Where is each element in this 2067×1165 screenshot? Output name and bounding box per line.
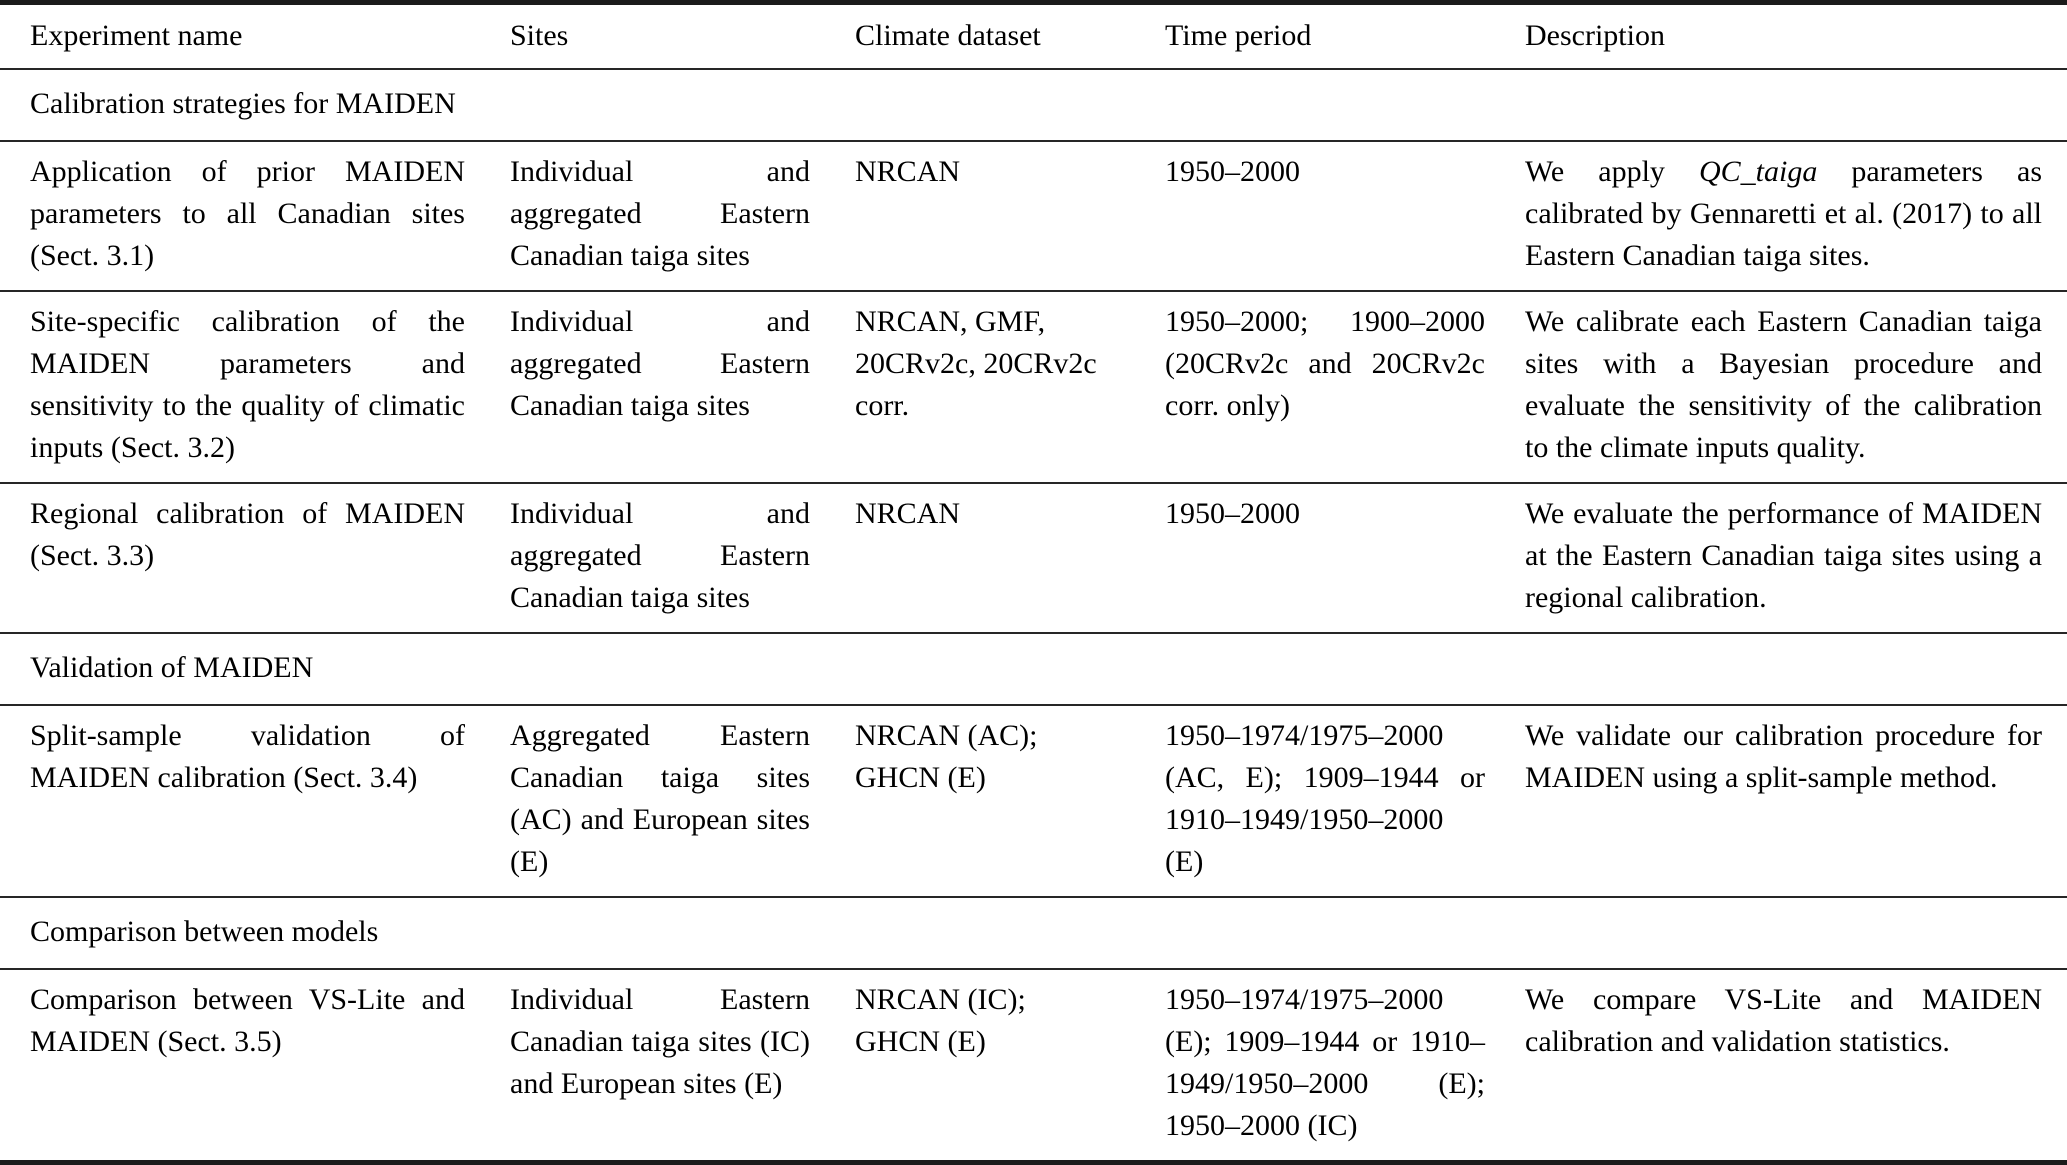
- cell-experiment-name: Regional calibration of MAIDEN (Sect. 3.…: [30, 497, 465, 572]
- cell-experiment-name: Split-sample validation of MAIDEN calibr…: [30, 719, 465, 794]
- cell-climate-dataset: NRCAN (IC); GHCN (E): [855, 983, 1026, 1058]
- cell-time-period: 1950–2000: [1165, 155, 1300, 188]
- section-header-calibration: Calibration strategies for MAIDEN: [30, 87, 456, 120]
- cell-time-period: 1950–1974/1975–2000 (AC, E); 1909–1944 o…: [1165, 719, 1485, 878]
- cell-sites: Individual and aggregated Eastern Canadi…: [510, 155, 810, 272]
- table-row-vslite-maiden-comparison: Comparison between VS-Lite and MAIDEN (S…: [0, 969, 2067, 1160]
- cell-description: We compare VS-Lite and MAIDEN calibratio…: [1525, 983, 2042, 1058]
- cell-experiment-name: Application of prior MAIDEN parameters t…: [30, 155, 465, 272]
- cell-time-period: 1950–1974/1975–2000 (E); 1909–1944 or 19…: [1165, 983, 1485, 1142]
- cell-sites: Individual and aggregated Eastern Canadi…: [510, 497, 810, 614]
- table-row-split-sample-validation: Split-sample validation of MAIDEN calibr…: [0, 705, 2067, 897]
- cell-description: We calibrate each Eastern Canadian taiga…: [1525, 305, 2042, 464]
- table-row-site-specific-calibration: Site-specific calibration of the MAIDEN …: [0, 291, 2067, 483]
- col-header-time-period: Time period: [1165, 19, 1312, 52]
- col-header-sites: Sites: [510, 19, 569, 52]
- experiments-table-grid: Experiment name Sites Climate dataset Ti…: [0, 5, 2067, 1160]
- table-header-row: Experiment name Sites Climate dataset Ti…: [0, 5, 2067, 69]
- cell-description: We validate our calibration procedure fo…: [1525, 719, 2042, 794]
- description-text: We apply: [1525, 155, 1699, 188]
- cell-description: We apply QC_taiga parameters as calibrat…: [1525, 141, 2067, 291]
- cell-description: We evaluate the performance of MAIDEN at…: [1525, 497, 2042, 614]
- section-header-comparison: Comparison between models: [30, 915, 379, 948]
- cell-climate-dataset: NRCAN, GMF, 20CRv2c, 20CRv2c corr.: [855, 305, 1097, 422]
- cell-time-period: 1950–2000; 1900–2000 (20CRv2c and 20CRv2…: [1165, 305, 1485, 422]
- cell-sites: Individual and aggregated Eastern Canadi…: [510, 305, 810, 422]
- col-header-description: Description: [1525, 19, 1665, 52]
- cell-climate-dataset: NRCAN (AC); GHCN (E): [855, 719, 1038, 794]
- section-header-validation: Validation of MAIDEN: [30, 651, 314, 684]
- description-italic-term: QC_taiga: [1698, 155, 1818, 188]
- description-text: parameters as calibrated by Gennaretti e…: [1525, 155, 2042, 272]
- section-row-comparison: Comparison between models: [0, 897, 2067, 969]
- section-row-calibration: Calibration strategies for MAIDEN: [0, 69, 2067, 141]
- cell-sites: Aggregated Eastern Canadian taiga sites …: [510, 719, 810, 878]
- table-row-prior-parameters: Application of prior MAIDEN parameters t…: [0, 141, 2067, 291]
- cell-experiment-name: Comparison between VS-Lite and MAIDEN (S…: [30, 983, 465, 1058]
- table-row-regional-calibration: Regional calibration of MAIDEN (Sect. 3.…: [0, 483, 2067, 633]
- cell-time-period: 1950–2000: [1165, 497, 1300, 530]
- section-row-validation: Validation of MAIDEN: [0, 633, 2067, 705]
- col-header-climate-dataset: Climate dataset: [855, 19, 1041, 52]
- cell-climate-dataset: NRCAN: [855, 155, 961, 188]
- col-header-experiment-name: Experiment name: [30, 19, 243, 52]
- cell-experiment-name: Site-specific calibration of the MAIDEN …: [30, 305, 465, 464]
- cell-sites: Individual Eastern Canadian taiga sites …: [510, 983, 810, 1100]
- cell-climate-dataset: NRCAN: [855, 497, 961, 530]
